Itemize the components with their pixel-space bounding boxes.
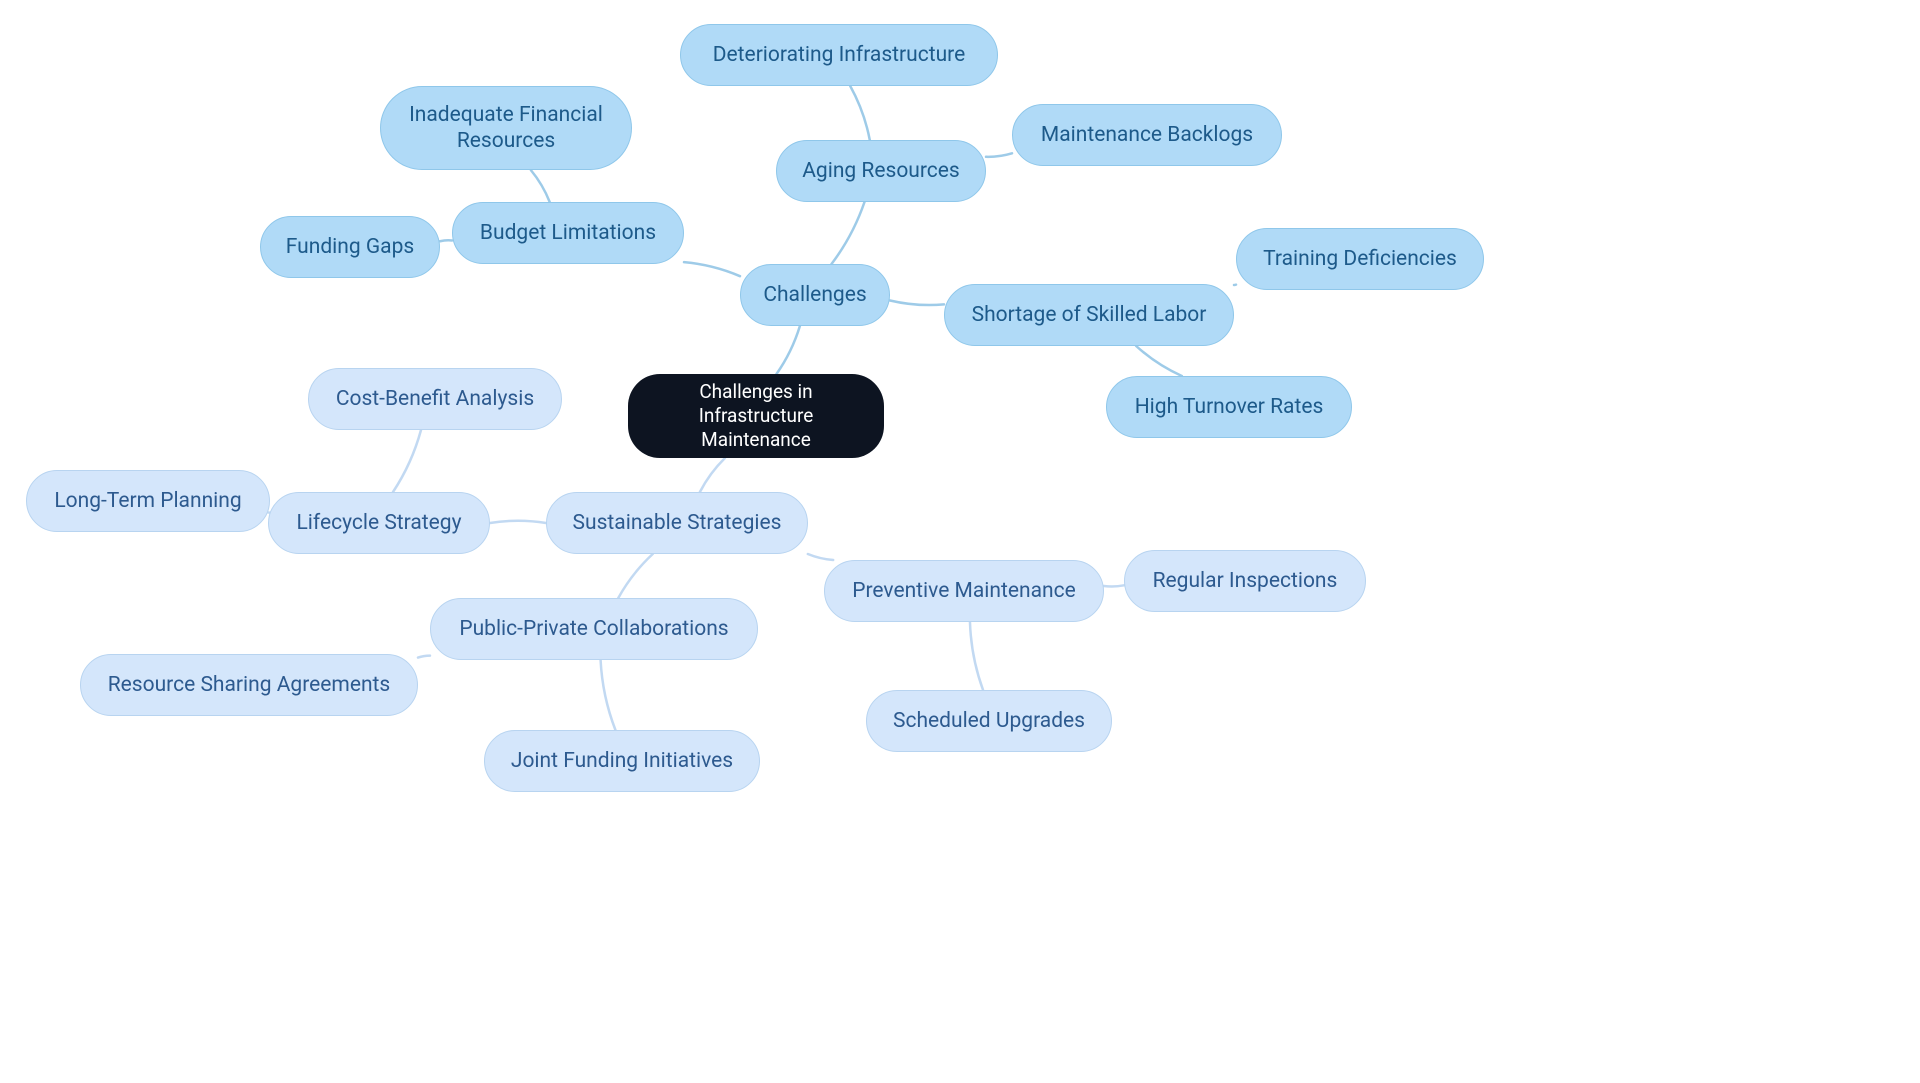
node-aging: Aging Resources	[776, 140, 986, 202]
node-funding_gaps: Funding Gaps	[260, 216, 440, 278]
node-budget: Budget Limitations	[452, 202, 684, 264]
node-challenges: Challenges	[740, 264, 890, 326]
edge-publicprivate-jointfunding	[601, 660, 616, 730]
node-jointfunding: Joint Funding Initiatives	[484, 730, 760, 792]
node-turnover: High Turnover Rates	[1106, 376, 1352, 438]
node-inspections: Regular Inspections	[1124, 550, 1366, 612]
edge-preventive-inspections	[1104, 585, 1124, 586]
node-root: Challenges in Infrastructure Maintenance	[628, 374, 884, 458]
edge-sustainable-publicprivate	[618, 554, 652, 598]
node-costbenefit: Cost-Benefit Analysis	[308, 368, 562, 430]
node-backlogs: Maintenance Backlogs	[1012, 104, 1282, 166]
edge-aging-deteriorating	[850, 86, 870, 140]
node-longterm: Long-Term Planning	[26, 470, 270, 532]
edge-challenges-budget	[684, 262, 740, 276]
node-publicprivate: Public-Private Collaborations	[430, 598, 758, 660]
node-lifecycle: Lifecycle Strategy	[268, 492, 490, 554]
node-resourcesharing: Resource Sharing Agreements	[80, 654, 418, 716]
edge-root-sustainable	[700, 458, 725, 492]
node-preventive: Preventive Maintenance	[824, 560, 1104, 622]
mindmap-canvas: Challenges in Infrastructure Maintenance…	[0, 0, 1920, 1083]
edge-challenges-shortage	[890, 300, 944, 305]
node-shortage: Shortage of Skilled Labor	[944, 284, 1234, 346]
edge-preventive-upgrades	[970, 622, 983, 690]
node-deteriorating: Deteriorating Infrastructure	[680, 24, 998, 86]
node-training: Training Deficiencies	[1236, 228, 1484, 290]
edge-publicprivate-resourcesharing	[418, 656, 430, 658]
edge-shortage-turnover	[1136, 346, 1182, 376]
node-sustainable: Sustainable Strategies	[546, 492, 808, 554]
edge-challenges-aging	[832, 202, 865, 264]
edge-lifecycle-costbenefit	[393, 430, 421, 492]
node-upgrades: Scheduled Upgrades	[866, 690, 1112, 752]
node-inadequate: Inadequate Financial Resources	[380, 86, 632, 170]
edge-sustainable-preventive	[808, 554, 833, 560]
edge-budget-funding_gaps	[440, 240, 452, 241]
edge-aging-backlogs	[986, 153, 1012, 157]
edge-budget-inadequate	[531, 170, 550, 202]
edge-root-challenges	[776, 326, 799, 374]
edge-sustainable-lifecycle	[490, 521, 546, 523]
